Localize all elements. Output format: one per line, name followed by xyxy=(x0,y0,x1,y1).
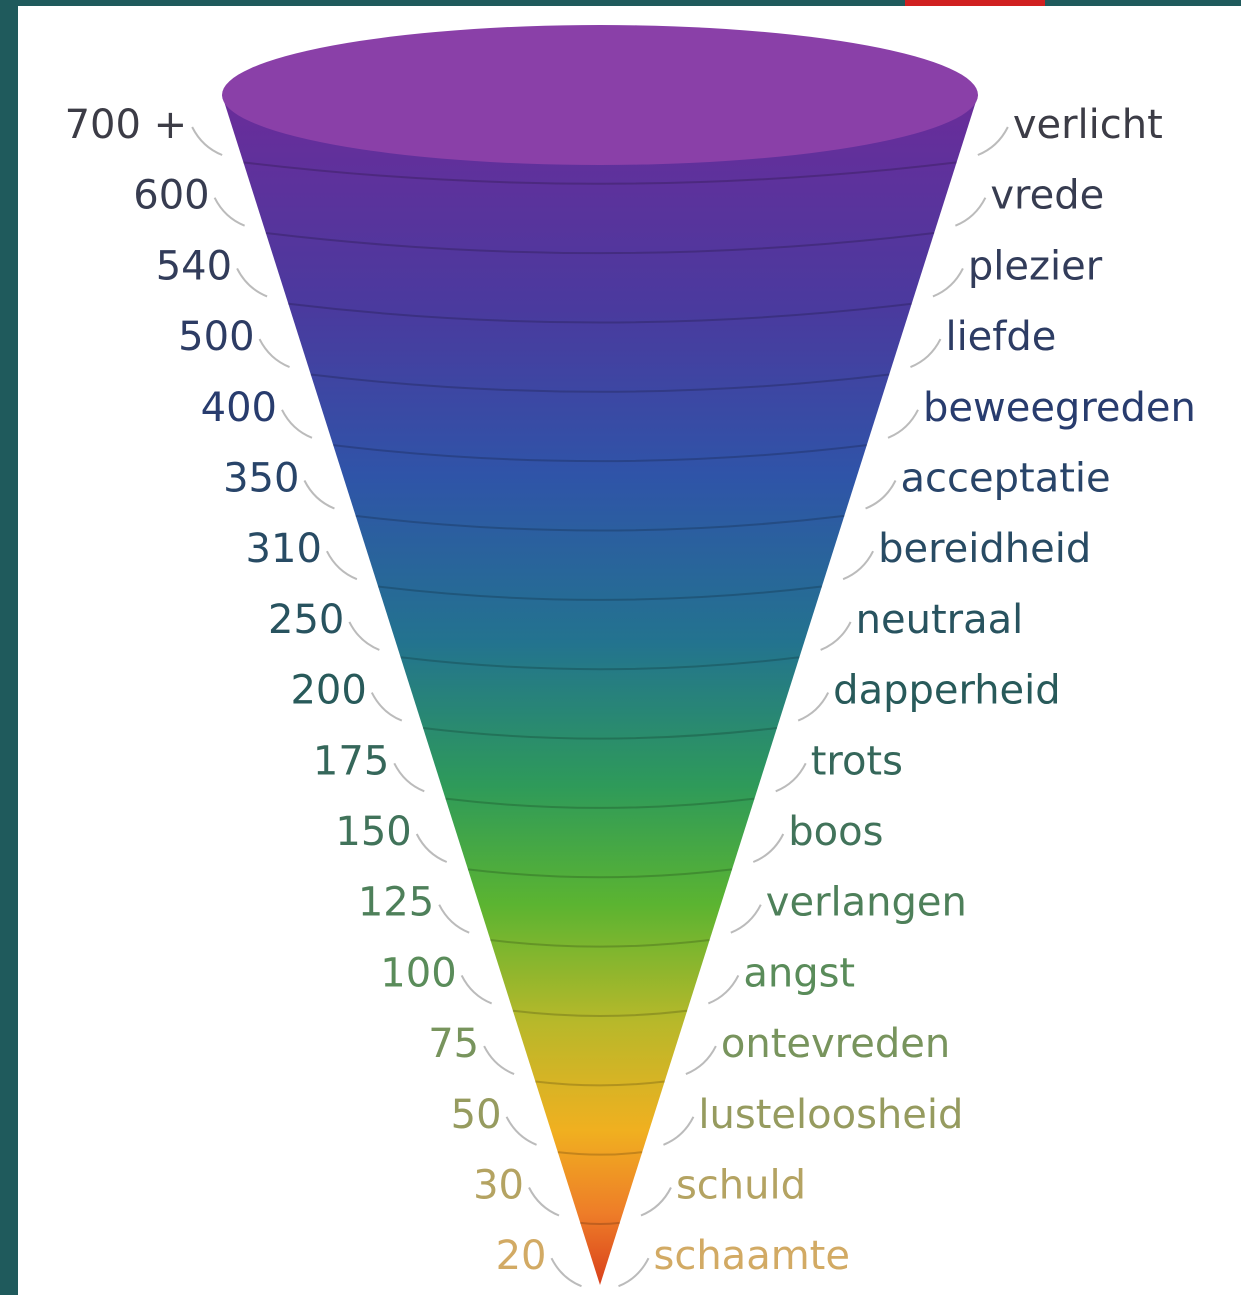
level-score: 50 xyxy=(451,1092,502,1138)
level-score: 20 xyxy=(496,1233,547,1279)
level-label: bereidheid xyxy=(878,526,1091,572)
diagram: 700 + verlicht 600 vrede 540 plezier 500 liefde… xyxy=(0,0,1241,1295)
level-label: vrede xyxy=(990,173,1104,219)
top-accent xyxy=(905,0,1045,6)
level-label: angst xyxy=(743,950,855,996)
level-label: liefde xyxy=(945,314,1056,360)
level-label: neutraal xyxy=(856,597,1024,643)
level-label: schuld xyxy=(676,1163,806,1209)
level-score: 250 xyxy=(268,597,344,643)
level-score: 310 xyxy=(246,526,322,572)
level-score: 75 xyxy=(428,1021,479,1067)
cone-top xyxy=(222,25,978,165)
page: {"levels": [ {"score": "700 +", "label":… xyxy=(0,0,1241,1295)
level-score: 175 xyxy=(313,738,389,784)
level-score: 150 xyxy=(335,809,411,855)
level-label: boos xyxy=(788,809,883,855)
level-score: 125 xyxy=(358,880,434,926)
level-label: verlangen xyxy=(766,880,967,926)
level-label: acceptatie xyxy=(901,456,1111,502)
level-score: 350 xyxy=(223,456,299,502)
level-score: 540 xyxy=(156,243,232,289)
level-label: ontevreden xyxy=(721,1021,950,1067)
level-score: 700 + xyxy=(65,102,188,148)
level-score: 500 xyxy=(178,314,254,360)
level-label: dapperheid xyxy=(833,668,1060,714)
level-label: beweegreden xyxy=(923,385,1196,431)
level-label: lusteloosheid xyxy=(698,1092,963,1138)
level-score: 600 xyxy=(133,173,209,219)
level-label: verlicht xyxy=(1013,102,1163,148)
level-score: 100 xyxy=(380,950,456,996)
level-score: 30 xyxy=(473,1163,524,1209)
level-score: 200 xyxy=(290,668,366,714)
level-score: 400 xyxy=(201,385,277,431)
level-label: schaamte xyxy=(654,1233,850,1279)
level-label: plezier xyxy=(968,243,1103,289)
level-label: trots xyxy=(811,738,903,784)
